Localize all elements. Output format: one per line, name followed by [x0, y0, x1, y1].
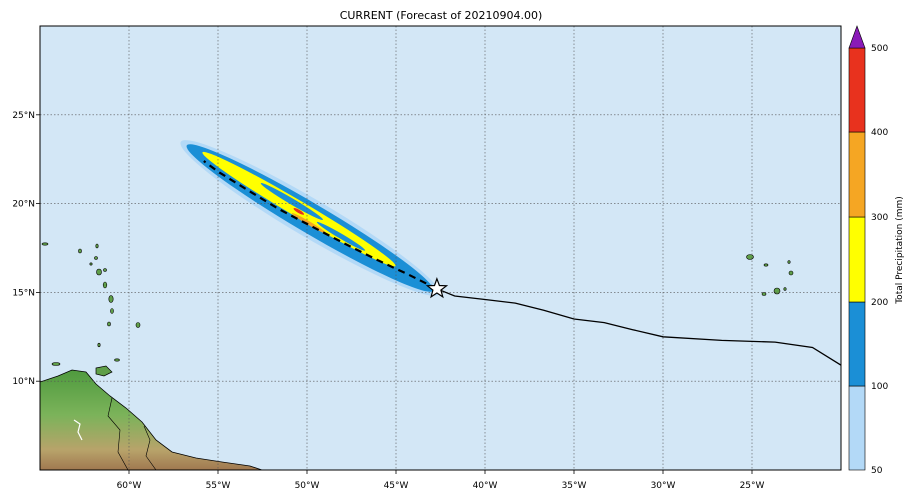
country-border — [107, 397, 129, 470]
forecast-track-line — [203, 160, 438, 290]
colorbar-bin-50-100 — [848, 385, 866, 471]
orinoco-delta — [73, 419, 83, 441]
colorbar-label: Total Precipitation (mm) — [895, 196, 905, 305]
country-border-2 — [143, 425, 157, 470]
colorbar-extend-triangle — [848, 25, 866, 49]
lon-tick-label: 45°W — [384, 481, 409, 491]
lon-tick-label: 55°W — [206, 481, 231, 491]
south-america-landmass — [40, 369, 263, 470]
colorbar-level-500: 500 — [871, 44, 888, 54]
colorbar-bin-200-300 — [848, 216, 866, 303]
trinidad-island — [95, 365, 113, 377]
observed-track-line — [436, 288, 841, 366]
axis-ticks: 60°W 55°W 50°W 45°W 40°W 35°W 30°W 25°W 10°N 15°N… — [12, 111, 764, 491]
colorbar-level-50: 50 — [871, 466, 883, 476]
lat-tick-label: 25°N — [12, 111, 35, 121]
lon-tick-label: 50°W — [295, 481, 320, 491]
lon-tick-label: 30°W — [651, 481, 676, 491]
lat-tick-label: 10°N — [12, 377, 35, 387]
colorbar-bin-400-500 — [848, 47, 866, 133]
lon-tick-label: 60°W — [117, 481, 142, 491]
lon-tick-label: 35°W — [562, 481, 587, 491]
map-frame — [39, 25, 842, 471]
precipitation-swath — [180, 140, 440, 296]
lat-tick-label: 15°N — [12, 288, 35, 298]
colorbar-level-400: 400 — [871, 128, 888, 138]
colorbar-level-200: 200 — [871, 298, 888, 308]
lon-tick-label: 40°W — [473, 481, 498, 491]
lesser-antilles — [41, 242, 141, 366]
lon-tick-label: 25°W — [740, 481, 765, 491]
star-icon — [425, 277, 449, 299]
map-ocean — [40, 26, 841, 470]
precip-level-400-500 — [293, 208, 305, 215]
colorbar-bin-100-200 — [848, 301, 866, 387]
map-title: CURRENT (Forecast of 20210904.00) — [340, 9, 543, 22]
colorbar-level-100: 100 — [871, 382, 888, 392]
colorbar: 50 100 200 300 400 500 Total Precipitati… — [848, 25, 905, 476]
colorbar-bin-300-400 — [848, 131, 866, 218]
lat-tick-label: 20°N — [12, 200, 35, 210]
colorbar-level-300: 300 — [871, 213, 888, 223]
